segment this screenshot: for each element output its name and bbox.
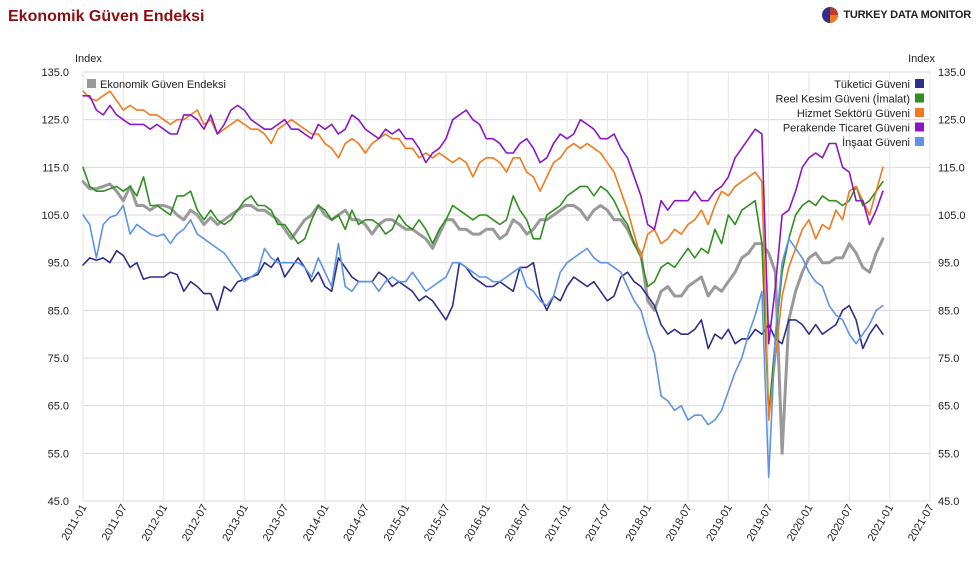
x-tick-label: 2016-01 — [462, 503, 493, 544]
legend-label: İnşaat Güveni — [842, 136, 910, 149]
legend-swatch — [87, 79, 96, 88]
series-line-4 — [82, 95, 884, 345]
y-tick-label-left: 95.0 — [48, 258, 69, 270]
y-tick-label-right: 75.0 — [938, 353, 959, 365]
x-tick-label: 2013-07 — [261, 503, 292, 544]
y-tick-label-right: 135.0 — [938, 67, 966, 79]
y-tick-label-right: 125.0 — [938, 115, 966, 127]
y-tick-label-left: 55.0 — [48, 448, 69, 460]
series-line-1 — [82, 249, 884, 350]
series-line-0 — [81, 180, 885, 455]
series-line-2 — [82, 166, 884, 417]
x-tick-label: 2020-07 — [825, 503, 856, 544]
x-tick-label: 2019-07 — [745, 503, 776, 544]
y-axis-left-label: Index — [75, 53, 102, 65]
x-tick-label: 2011-01 — [59, 503, 89, 543]
legend-swatch — [915, 93, 924, 103]
y-tick-label-left: 125.0 — [41, 115, 69, 127]
legend-right: Tüketici Güveni Reel Kesim Güveni (İmalat… — [776, 79, 924, 149]
legend-label: Reel Kesim Güveni (İmalat) — [776, 93, 911, 106]
x-tick-label: 2019-01 — [704, 503, 735, 544]
y-tick-label-left: 115.0 — [42, 162, 69, 174]
x-tick-label: 2018-01 — [624, 503, 655, 544]
y-axis-right-label: Index — [908, 53, 935, 65]
y-axis-left: 135.0 125.0 115.0 105.0 95.0 85.0 75.0 65.0 55.0… — [41, 67, 69, 508]
x-tick-label: 2021-01 — [866, 503, 897, 544]
legend-left: Ekonomik Güven Endeksi — [87, 79, 226, 91]
y-tick-label-right: 85.0 — [938, 305, 959, 317]
x-tick-label: 2017-01 — [543, 503, 574, 544]
y-axis-right: 135.0 125.0 115.0 105.0 95.0 85.0 75.0 65.0 55.0… — [938, 67, 966, 508]
y-tick-label-left: 75.0 — [48, 353, 69, 365]
x-tick-label: 2015-01 — [382, 503, 413, 544]
x-tick-label: 2014-07 — [341, 503, 372, 544]
y-tick-label-left: 105.0 — [41, 210, 69, 222]
y-tick-label-left: 85.0 — [48, 305, 69, 317]
legend-label: Perakende Ticaret Güveni — [783, 123, 910, 135]
x-tick-label: 2020-01 — [785, 503, 816, 544]
series-line-5 — [82, 204, 884, 479]
legend-label: Hizmet Sektörü Güveni — [797, 108, 910, 120]
brand-logo-text: TURKEY DATA MONITOR — [843, 9, 971, 21]
x-tick-label: 2015-07 — [422, 503, 453, 544]
brand-logo: TURKEY DATA MONITOR — [821, 6, 971, 24]
y-tick-label-left: 45.0 — [48, 496, 69, 508]
legend-swatch — [915, 79, 924, 88]
y-tick-label-right: 65.0 — [938, 401, 959, 413]
x-tick-label: 2012-01 — [140, 503, 171, 544]
x-tick-label: 2016-07 — [503, 503, 534, 544]
x-tick-label: 2013-01 — [220, 503, 251, 544]
y-tick-label-left: 65.0 — [48, 401, 69, 413]
series-lines — [81, 90, 885, 479]
chart-title: Ekonomik Güven Endeksi — [8, 8, 205, 25]
y-tick-label-right: 115.0 — [938, 162, 965, 174]
legend-label: Tüketici Güveni — [834, 79, 910, 91]
y-tick-label-left: 135.0 — [41, 67, 69, 79]
grid-lines — [82, 71, 931, 502]
x-tick-label: 2012-07 — [180, 503, 211, 544]
legend-swatch — [915, 108, 924, 117]
x-tick-label: 2014-01 — [301, 503, 332, 544]
x-tick-label: 2011-07 — [100, 503, 130, 543]
x-tick-label: 2018-07 — [664, 503, 695, 544]
y-tick-label-right: 105.0 — [938, 210, 966, 222]
y-tick-label-right: 95.0 — [938, 258, 959, 270]
legend-swatch — [915, 122, 924, 132]
pie-logo-icon — [822, 7, 839, 23]
x-tick-label: 2017-07 — [583, 503, 614, 544]
y-tick-label-right: 55.0 — [938, 448, 959, 460]
legend-swatch — [915, 137, 924, 146]
x-tick-label: 2021-07 — [906, 503, 937, 544]
y-tick-label-right: 45.0 — [938, 496, 959, 508]
legend-label: Ekonomik Güven Endeksi — [100, 79, 226, 91]
x-axis: 2011-01 2011-07 2012-01 2012-07 2013-01 2013-… — [59, 503, 936, 544]
